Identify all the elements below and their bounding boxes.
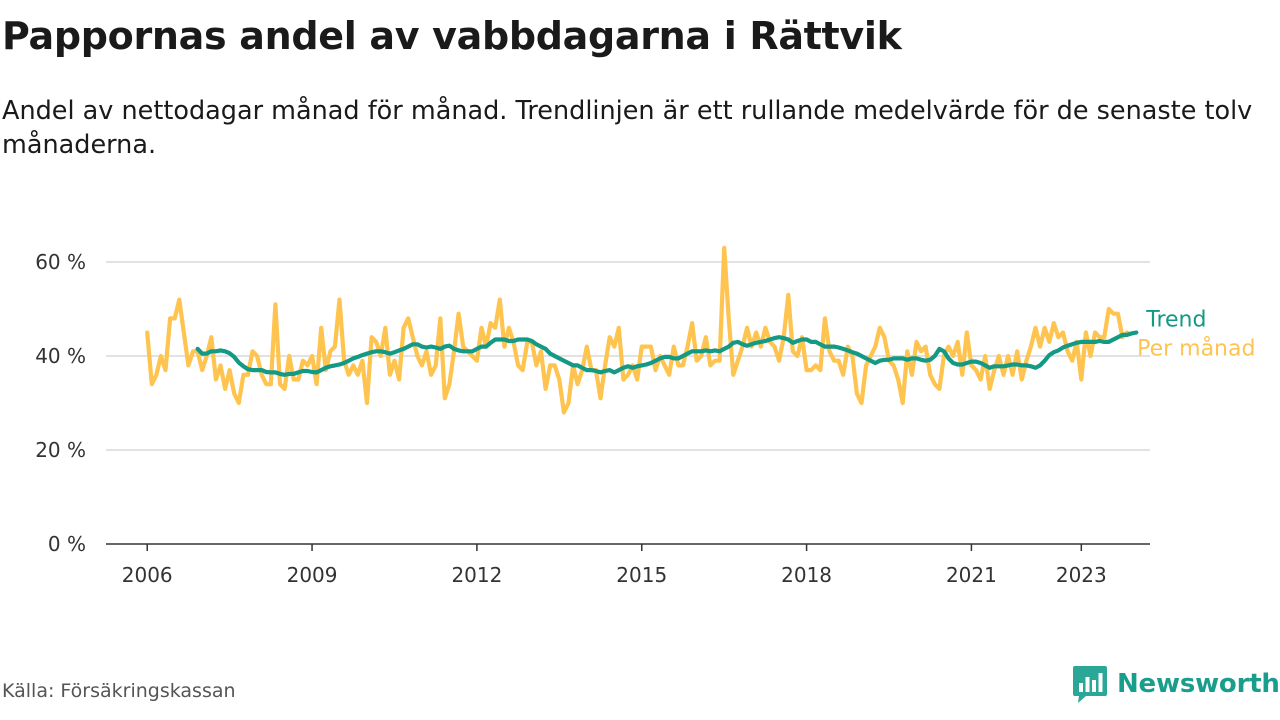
source-note: Källa: Försäkringskassan (2, 680, 236, 702)
y-axis-labels: 0 % 20 % 40 % 60 % (35, 250, 86, 556)
y-tick-label: 40 % (35, 344, 86, 368)
x-tick-label: 2006 (122, 563, 173, 587)
x-axis-ticks (146, 544, 1083, 551)
line-chart: 0 % 20 % 40 % 60 % 2006 2009 2012 2015 2018 2021… (35, 245, 1255, 587)
legend-label-per-manad: Per månad (1137, 336, 1255, 362)
x-tick-label: 2018 (781, 563, 832, 587)
x-axis-labels: 2006 2009 2012 2015 2018 2021 2023 (122, 563, 1107, 587)
y-tick-label: 20 % (35, 438, 86, 462)
brand-name: Newsworthy (1117, 669, 1280, 699)
x-tick-label: 2023 (1056, 563, 1107, 587)
x-tick-label: 2015 (616, 563, 667, 587)
page-title: Pappornas andel av vabbdagarna i Rättvik (2, 14, 902, 58)
x-tick-label: 2021 (946, 563, 997, 587)
y-gridlines (106, 261, 1150, 451)
y-tick-label: 0 % (48, 532, 86, 556)
x-tick-label: 2009 (287, 563, 338, 587)
page-subtitle: Andel av nettodagar månad för månad. Tre… (2, 96, 1253, 161)
bar-chart-icon (1073, 666, 1107, 703)
series-line-per-manad (145, 245, 1130, 415)
x-tick-label: 2012 (451, 563, 502, 587)
legend-label-trend: Trend (1145, 308, 1206, 333)
series-line-trend (195, 330, 1139, 377)
brand-logo: Newsworthy (1072, 664, 1280, 704)
y-tick-label: 60 % (35, 250, 86, 274)
